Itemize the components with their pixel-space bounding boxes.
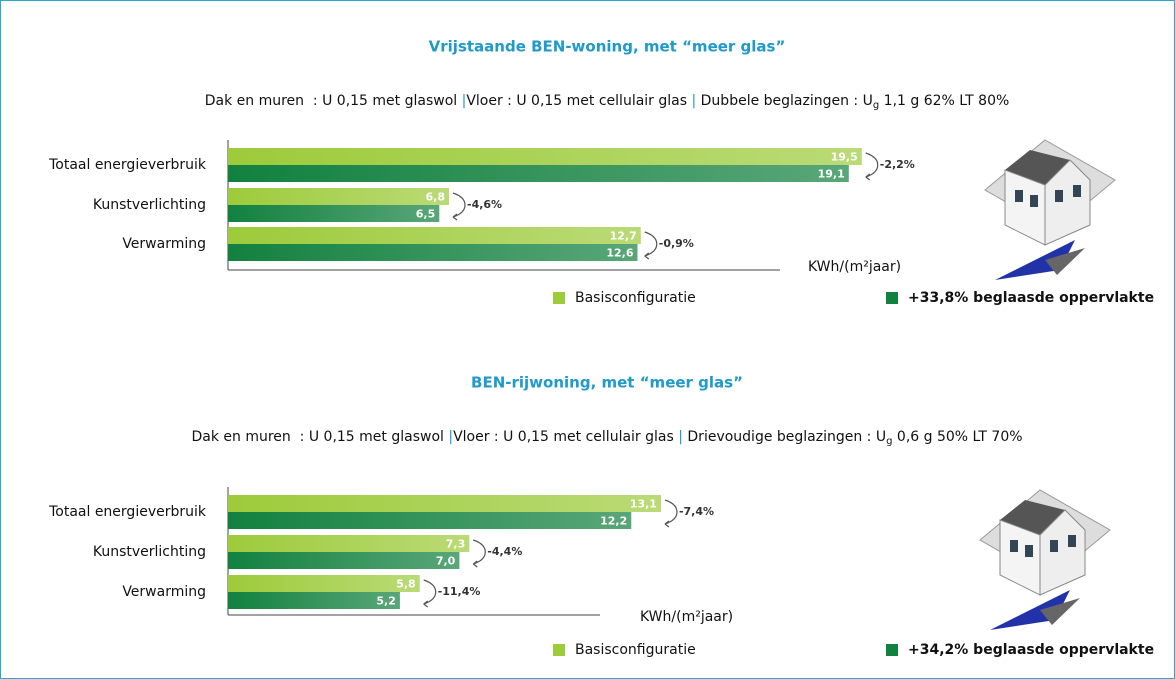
bar-shine [228, 165, 849, 182]
value-label: 6,8 [426, 191, 446, 204]
legend-swatch [553, 292, 565, 304]
bar-shine [228, 148, 862, 165]
bar-shine [228, 495, 661, 512]
value-label: 19,1 [818, 168, 845, 181]
change-arrow [423, 579, 437, 608]
value-label: 13,1 [630, 498, 657, 511]
bar-shine [228, 188, 449, 205]
change-label: -11,4% [438, 585, 481, 598]
category-label: Verwarming [122, 584, 206, 600]
bar-shine [228, 592, 400, 609]
legend-label: +33,8% beglaasde oppervlakte [908, 290, 1154, 306]
category-label: Totaal energieverbruik [48, 157, 207, 173]
subtitle-part: Drievoudige beglazingen : U [683, 429, 886, 445]
category-label: Verwarming [122, 236, 206, 252]
subtitle-part: | [678, 429, 683, 445]
subtitle-part: | [462, 93, 467, 109]
value-label: 12,2 [600, 515, 627, 528]
bar-shine [228, 552, 460, 569]
legend-swatch [553, 644, 565, 656]
legend-swatch [886, 292, 898, 304]
chart-title: Vrijstaande BEN-woning, met “meer glas” [429, 38, 786, 56]
change-arrow [472, 539, 486, 568]
x-axis-label: KWh/(m²jaar) [640, 609, 733, 625]
subtitle-part: Vloer : U 0,15 met cellulair glas [453, 429, 678, 445]
bar-shine [228, 512, 632, 529]
change-arrow [664, 499, 678, 528]
change-arrow [452, 192, 466, 221]
house-icon [979, 489, 1111, 631]
subtitle-part: g [873, 100, 879, 111]
legend-label: Basisconfiguratie [575, 290, 696, 306]
value-label: 7,0 [436, 555, 456, 568]
subtitle-part: Dak en muren : U 0,15 met glaswol [205, 93, 462, 109]
bar-shine [228, 575, 420, 592]
change-arrow [865, 152, 879, 181]
category-label: Kunstverlichting [93, 544, 206, 560]
subtitle-part: Dak en muren : U 0,15 met glaswol [191, 429, 448, 445]
subtitle-part: Dubbele beglazingen : U [696, 93, 873, 109]
subtitle-part: g [886, 436, 892, 447]
house-icon [984, 139, 1116, 281]
legend-swatch [886, 644, 898, 656]
value-label: 19,5 [831, 151, 858, 164]
legend-label: +34,2% beglaasde oppervlakte [908, 642, 1154, 658]
change-label: -4,4% [487, 545, 522, 558]
subtitle-part: 0,6 g 50% LT 70% [892, 429, 1022, 445]
change-label: -0,9% [659, 237, 694, 250]
category-label: Kunstverlichting [93, 197, 206, 213]
subtitle: Dak en muren : U 0,15 met glaswol |Vloer… [205, 93, 1010, 111]
bar-shine [228, 244, 638, 261]
change-label: -7,4% [679, 505, 714, 518]
subtitle-part: Vloer : U 0,15 met cellulair glas [466, 93, 691, 109]
subtitle: Dak en muren : U 0,15 met glaswol |Vloer… [191, 429, 1022, 447]
change-arrow [644, 231, 658, 260]
bar-shine [228, 227, 641, 244]
bar-shine [228, 535, 470, 552]
subtitle-part: 1,1 g 62% LT 80% [879, 93, 1009, 109]
subtitle-part: | [448, 429, 453, 445]
value-label: 7,3 [446, 538, 466, 551]
bar-shine [228, 205, 440, 222]
x-axis-label: KWh/(m²jaar) [808, 259, 901, 275]
value-label: 5,8 [396, 578, 416, 591]
value-label: 12,7 [610, 230, 637, 243]
category-label: Totaal energieverbruik [48, 504, 207, 520]
value-label: 12,6 [606, 247, 633, 260]
change-label: -4,6% [467, 198, 502, 211]
legend-label: Basisconfiguratie [575, 642, 696, 658]
value-label: 6,5 [416, 208, 436, 221]
chart-title: BEN-rijwoning, met “meer glas” [471, 374, 743, 392]
change-label: -2,2% [880, 158, 915, 171]
subtitle-part: | [691, 93, 696, 109]
value-label: 5,2 [376, 595, 396, 608]
